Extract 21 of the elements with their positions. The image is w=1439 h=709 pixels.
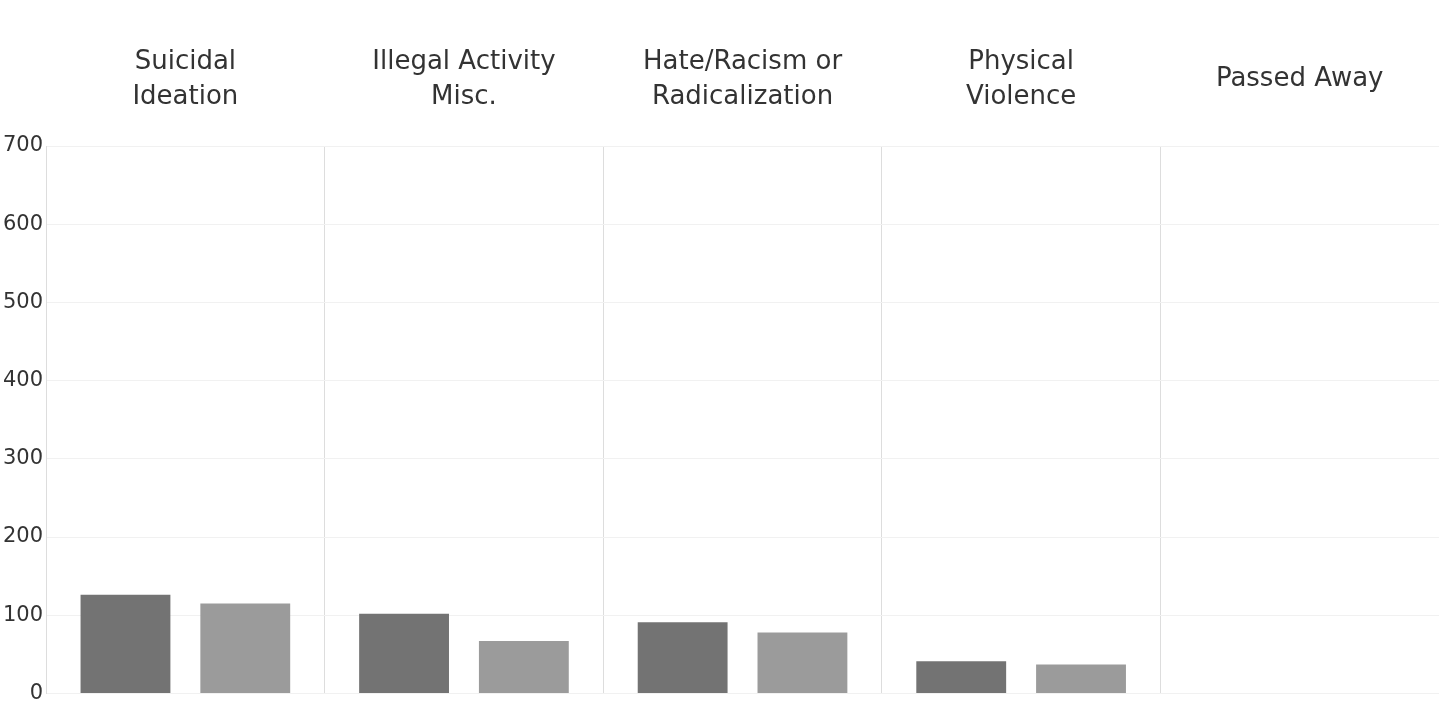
- y-tick-label: 700: [2, 132, 44, 157]
- x-tick-label: Passed Away: [1214, 61, 1385, 95]
- y-tick-label: 200: [2, 523, 44, 548]
- x-tick-label: Suicidal Ideation: [131, 43, 240, 112]
- bar: [916, 661, 1007, 693]
- bar: [1036, 664, 1126, 693]
- x-tick-label: Physical Violence: [964, 43, 1078, 112]
- bar: [637, 622, 728, 693]
- y-tick-label: 400: [2, 367, 44, 392]
- y-tick-label: 100: [2, 601, 44, 626]
- y-tick-label: 500: [2, 288, 44, 313]
- bar: [757, 632, 848, 693]
- x-tick-label: Illegal Activity Misc.: [371, 43, 557, 112]
- bar: [200, 603, 291, 693]
- bar: [80, 594, 171, 693]
- y-tick-label: 300: [2, 445, 44, 470]
- x-tick-label: Hate/Racism or Radicalization: [641, 43, 844, 112]
- bar: [478, 641, 569, 693]
- bar: [359, 613, 449, 693]
- y-tick-label: 0: [29, 679, 44, 704]
- y-tick-label: 600: [2, 210, 44, 235]
